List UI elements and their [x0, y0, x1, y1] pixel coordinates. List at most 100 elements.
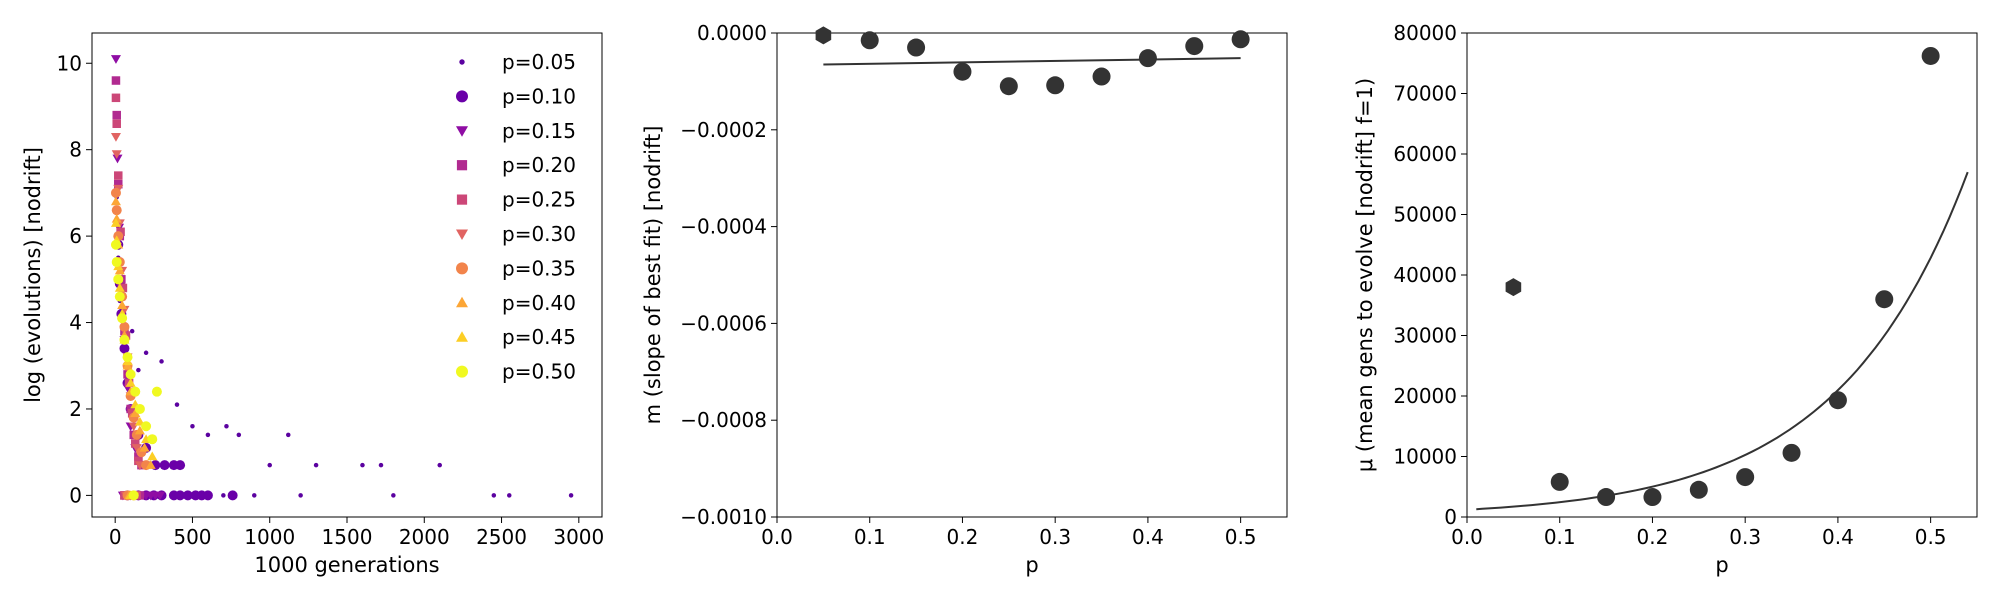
legend-marker [456, 296, 468, 308]
legend-marker [456, 229, 468, 240]
data-point [1921, 46, 1940, 65]
legend-label: p=0.40 [502, 291, 576, 315]
series-10-point [151, 386, 162, 397]
x-tick-label: 0.3 [1039, 525, 1071, 549]
x-tick-label: 0.0 [761, 525, 793, 549]
series-2-point [182, 490, 193, 501]
legend-label: p=0.15 [502, 119, 576, 143]
data-point [860, 31, 879, 50]
panel2-points [815, 26, 1250, 96]
series-3-point [112, 154, 123, 164]
x-tick-label: 2500 [476, 525, 527, 549]
y-tick-label: 0.0000 [697, 21, 767, 45]
series-8-point [130, 408, 141, 418]
panel1-points [110, 55, 574, 501]
series-10-point [147, 434, 158, 445]
panel2-fit-line [823, 57, 1241, 66]
series-6-point [111, 150, 122, 159]
series-1-point [236, 432, 242, 438]
series-5-point [114, 171, 123, 180]
x-tick-label: 0.3 [1729, 525, 1761, 549]
x-tick-label: 3000 [553, 525, 604, 549]
y-tick-label: 80000 [1393, 21, 1457, 45]
y-tick-label: −0.0010 [680, 505, 767, 529]
series-9-point [114, 282, 125, 292]
y-tick-label: 10000 [1393, 445, 1457, 469]
series-3-point [155, 491, 165, 501]
series-6-point [110, 132, 121, 142]
data-point [1828, 391, 1847, 410]
legend-marker [456, 365, 468, 378]
panel2-y-axis-label: m (slope of best fit) [nodrift] [641, 126, 665, 425]
x-tick-label: 0.2 [1637, 525, 1669, 549]
y-tick-label: 40000 [1393, 263, 1457, 287]
series-1-point [221, 493, 226, 498]
series-1-point [313, 462, 319, 468]
data-point [907, 38, 926, 57]
scatter-panel-mean-gens: 0.0 0.1 0.2 0.3 0.4 0.5 0 10000 20000 30000 40000 5… [1353, 21, 1978, 577]
data-point [953, 62, 972, 81]
series-5-point [111, 93, 121, 103]
y-tick-label: 60000 [1393, 142, 1457, 166]
legend-label: p=0.45 [502, 325, 576, 349]
y-tick-label: 20000 [1393, 384, 1457, 408]
series-1-point [267, 462, 272, 468]
y-tick-label: 2 [69, 397, 82, 421]
series-1-point [298, 493, 303, 498]
panel3-fit-curve [1476, 171, 1969, 511]
y-tick-label: 30000 [1393, 324, 1457, 348]
series-8-point [134, 425, 145, 435]
series-4-point [126, 404, 135, 414]
series-1-point [491, 493, 497, 498]
series-7-point [110, 187, 121, 198]
series-10-point [110, 239, 121, 250]
series-10-point [125, 369, 136, 380]
series-9-point [110, 218, 121, 227]
legend-label: p=0.05 [502, 50, 576, 74]
panel3-points [1505, 46, 1940, 507]
series-10-point [128, 490, 139, 501]
data-point [1643, 488, 1662, 507]
series-10-point [119, 334, 130, 345]
series-2-point [175, 490, 186, 501]
series-10-point [113, 274, 124, 285]
series-10-point [117, 313, 128, 324]
x-tick-label: 0.4 [1132, 525, 1164, 549]
legend-marker [456, 262, 468, 275]
series-1-point [159, 359, 164, 364]
x-tick-label: 500 [173, 525, 211, 549]
series-2-point [119, 343, 130, 354]
series-7-point [119, 321, 130, 332]
data-point [1736, 468, 1755, 487]
y-tick-label: 50000 [1393, 203, 1457, 227]
fit-line [823, 57, 1241, 66]
y-tick-label: 0 [1444, 505, 1457, 529]
y-tick-label: −0.0004 [680, 215, 767, 239]
data-point [1231, 30, 1250, 49]
series-1-point [437, 462, 442, 468]
series-1-point [129, 328, 135, 334]
panel3-x-axis-label: p [1715, 553, 1728, 577]
series-1-point [286, 432, 291, 438]
series-2-point [202, 490, 213, 501]
series-10-point [114, 291, 125, 302]
x-tick-label: 0.5 [1915, 525, 1947, 549]
y-tick-label: 6 [69, 224, 82, 248]
legend-marker [456, 194, 468, 205]
series-2-point [227, 490, 238, 501]
y-tick-label: −0.0008 [680, 408, 767, 432]
data-point [1185, 37, 1204, 56]
panel3-y-axis-label: μ (mean gens to evolve [nodrift] f=1) [1353, 78, 1377, 472]
legend-marker [456, 126, 468, 137]
series-10-point [122, 352, 133, 363]
x-tick-label: 0.5 [1225, 525, 1257, 549]
x-tick-label: 0.4 [1822, 525, 1854, 549]
data-point [1550, 472, 1569, 491]
x-tick-label: 1500 [322, 525, 373, 549]
panel3-ticks: 0.0 0.1 0.2 0.3 0.4 0.5 0 10000 20000 30000 40000 5… [1393, 21, 1946, 549]
x-tick-label: 0.0 [1451, 525, 1483, 549]
series-5-point [118, 283, 128, 293]
series-6-point [131, 444, 142, 453]
y-tick-label: 8 [69, 138, 82, 162]
series-1-point [205, 432, 211, 438]
